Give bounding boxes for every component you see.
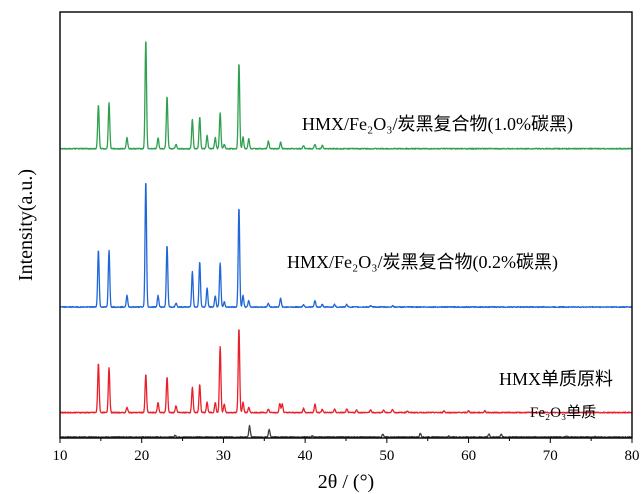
x-tick-label: 50 bbox=[379, 448, 394, 464]
series-line-2 bbox=[59, 182, 633, 309]
x-tick-label: 10 bbox=[53, 448, 68, 464]
x-tick-label: 70 bbox=[543, 448, 558, 464]
series-line-3 bbox=[59, 41, 633, 150]
x-ticks: 10 20 30 40 50 60 70 80 bbox=[53, 438, 640, 464]
series-line-1 bbox=[59, 329, 633, 414]
series-layer bbox=[59, 41, 633, 439]
x-tick-label: 30 bbox=[216, 448, 231, 464]
x-axis-title: 2θ / (°) bbox=[318, 471, 374, 493]
x-tick-label: 60 bbox=[461, 448, 476, 464]
series-label-1: HMX单质原料 bbox=[499, 369, 613, 389]
series-label-2: HMX/Fe₂O₃/炭黑复合物(0.2%碳黑) bbox=[287, 252, 558, 273]
x-tick-label: 40 bbox=[298, 448, 313, 464]
x-tick-label: 80 bbox=[625, 448, 640, 464]
x-tick-label: 20 bbox=[134, 448, 149, 464]
series-labels: Fe₂O₃单质 HMX单质原料 HMX/Fe₂O₃/炭黑复合物(0.2%碳黑) HMX… bbox=[287, 114, 613, 421]
series-label-3: HMX/Fe₂O₃/炭黑复合物(1.0%碳黑) bbox=[302, 114, 573, 135]
y-axis-title: Intensity(a.u.) bbox=[15, 169, 37, 281]
series-label-0: Fe₂O₃单质 bbox=[530, 404, 596, 421]
series-line-0 bbox=[59, 424, 633, 439]
